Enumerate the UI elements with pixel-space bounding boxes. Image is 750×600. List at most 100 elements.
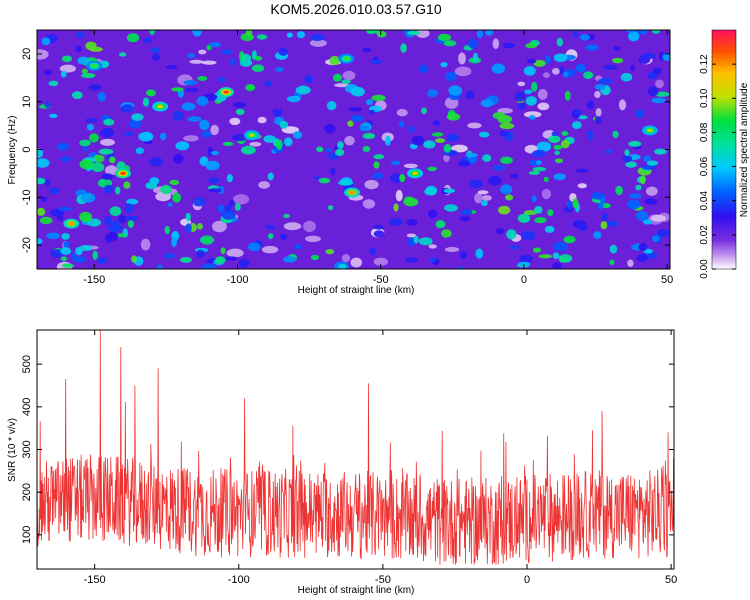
heatmap-cell	[61, 233, 70, 240]
heatmap-cell	[109, 156, 116, 164]
heatmap-cell-light	[445, 247, 460, 252]
heatmap-cell	[318, 177, 331, 184]
heatmap-cell	[563, 235, 576, 244]
heatmap-cell	[181, 102, 196, 111]
heatmap-cell	[411, 135, 425, 146]
heatmap-cell	[135, 147, 144, 155]
heatmap-cell	[468, 179, 483, 189]
heatmap-background	[37, 30, 670, 269]
heatmap-cell	[56, 142, 69, 151]
heatmap-cell	[646, 160, 659, 166]
heatmap-peak	[223, 90, 229, 94]
heatmap-cell	[408, 125, 415, 134]
heatmap-cell	[607, 220, 619, 227]
heatmap-cell	[475, 248, 484, 259]
heatmap-cell	[37, 148, 43, 158]
heatmap-cell-light	[537, 89, 548, 100]
heatmap-cell	[457, 266, 464, 269]
heatmap-cell	[152, 53, 160, 62]
heatmap-cell	[373, 224, 384, 230]
heatmap-cell-light	[229, 117, 241, 126]
heatmap-cell	[115, 186, 121, 195]
heatmap-cell	[125, 215, 139, 221]
heatmap-peak	[157, 104, 163, 109]
heatmap-cell	[622, 155, 632, 163]
heatmap-cell	[332, 73, 343, 82]
heatmap-cell	[482, 154, 492, 162]
top-x-tick-label: -150	[83, 274, 105, 286]
heatmap-cell-light	[210, 124, 219, 136]
heatmap-cell	[635, 109, 645, 118]
heatmap-cell-light	[543, 72, 550, 79]
heatmap-cell	[531, 195, 537, 203]
heatmap-cell	[75, 45, 82, 53]
heatmap-cell	[71, 91, 83, 100]
heatmap-cell	[104, 184, 113, 194]
bottom-x-tick-label: 50	[665, 574, 677, 586]
heatmap-cell-light	[396, 108, 408, 117]
heatmap-cell	[373, 161, 380, 169]
heatmap-cell	[185, 212, 191, 222]
heatmap-cell	[267, 233, 274, 240]
heatmap-cell	[385, 135, 391, 146]
heatmap-cell	[294, 244, 303, 250]
top-x-tick-label: 0	[521, 274, 527, 286]
heatmap-cell	[532, 149, 547, 158]
heatmap-cell	[217, 204, 225, 213]
heatmap-cell	[575, 168, 589, 173]
heatmap-cell-light	[595, 108, 602, 117]
heatmap-cell	[531, 81, 538, 92]
heatmap-cell	[517, 213, 531, 223]
heatmap-cell	[49, 113, 58, 119]
heatmap-cell	[427, 89, 438, 98]
heatmap-cell	[544, 55, 551, 64]
top-x-tick-label: 50	[661, 274, 673, 286]
heatmap-cell	[335, 148, 345, 156]
heatmap-cell	[389, 217, 403, 226]
heatmap-cell	[473, 52, 479, 63]
heatmap-cell-light	[303, 220, 316, 233]
heatmap-cell	[286, 32, 293, 38]
heatmap-cell	[480, 99, 494, 108]
top-x-axis-label: Height of straight line (km)	[298, 285, 415, 296]
heatmap-cell	[126, 33, 140, 43]
heatmap-cell	[407, 30, 421, 36]
heatmap-cell	[510, 173, 519, 179]
heatmap-cell	[636, 30, 648, 35]
colorbar-tick-label: 0.08	[699, 122, 710, 142]
heatmap-cell	[208, 42, 222, 48]
heatmap-cell	[245, 30, 253, 37]
heatmap-cell	[609, 244, 618, 254]
heatmap-cell	[390, 173, 403, 184]
heatmap-cell-light	[467, 122, 482, 129]
heatmap-cell	[75, 32, 85, 38]
heatmap-cell	[362, 47, 372, 53]
heatmap-cell-light	[100, 138, 115, 146]
heatmap-cell	[63, 241, 70, 248]
heatmap-cell	[406, 218, 418, 226]
heatmap-cell-light	[618, 99, 627, 111]
heatmap-cell	[44, 69, 52, 76]
heatmap-cell	[81, 72, 96, 79]
heatmap-cell	[164, 253, 175, 259]
heatmap-cell	[366, 30, 376, 35]
heatmap-cell	[587, 130, 594, 141]
heatmap-peak	[91, 64, 98, 68]
heatmap-cell	[558, 254, 573, 263]
heatmap-cell	[657, 229, 670, 238]
heatmap-cell	[145, 182, 158, 190]
heatmap-cell	[519, 254, 533, 263]
top-y-tick-label: -10	[21, 189, 33, 205]
heatmap-cell	[591, 191, 604, 200]
heatmap-cell	[370, 59, 383, 65]
heatmap-cell-light	[249, 142, 262, 147]
heatmap-cell	[485, 30, 494, 36]
heatmap-cell	[146, 89, 156, 97]
heatmap-cell-light	[226, 248, 244, 258]
heatmap-cell	[81, 192, 96, 203]
heatmap-cell	[547, 209, 554, 217]
heatmap-cell	[138, 131, 154, 142]
heatmap-cell	[598, 78, 613, 85]
heatmap-cell	[238, 258, 250, 269]
heatmap-cell	[585, 44, 599, 51]
